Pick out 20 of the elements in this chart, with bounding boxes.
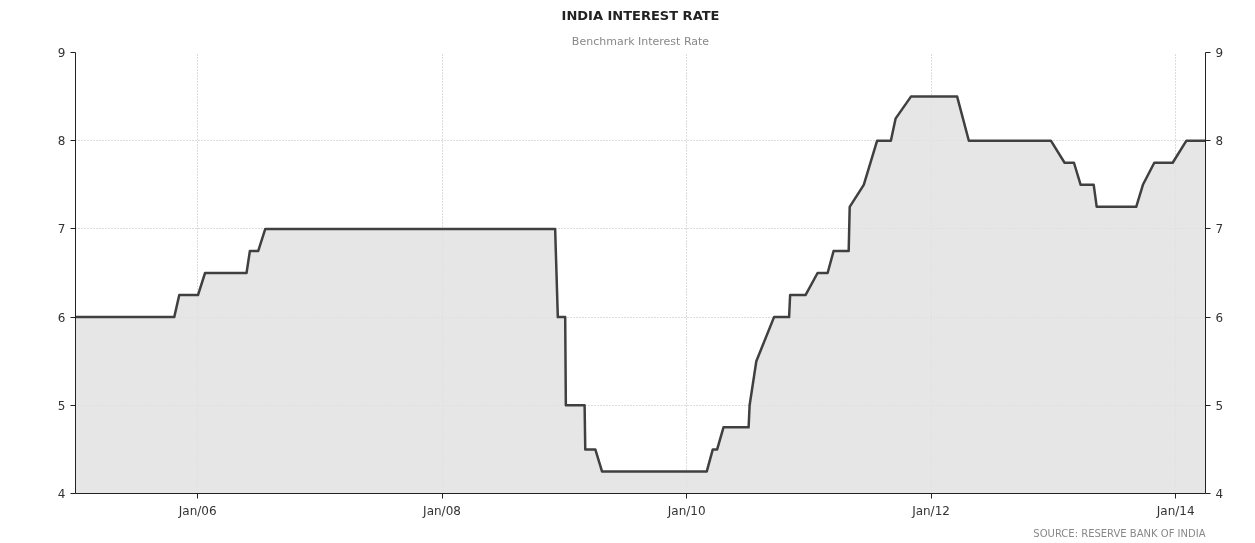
x-tick-label: Jan/10 bbox=[666, 503, 706, 518]
x-tick-label: Jan/14 bbox=[1155, 503, 1195, 518]
x-tick-label: Jan/06 bbox=[177, 503, 217, 518]
chart-subtitle: Benchmark Interest Rate bbox=[571, 34, 710, 48]
x-tick-label: Jan/08 bbox=[422, 503, 461, 518]
y-tick-label: 7 bbox=[57, 222, 66, 237]
source-note: SOURCE: RESERVE BANK OF INDIA bbox=[1033, 527, 1206, 539]
y2-tick-label: 8 bbox=[1215, 134, 1224, 149]
y2-tick-label: 6 bbox=[1215, 310, 1224, 325]
y-tick-label: 9 bbox=[57, 46, 66, 60]
chart-title: INDIA INTEREST RATE bbox=[561, 7, 720, 23]
y2-tick-label: 7 bbox=[1215, 222, 1224, 237]
x-tick-label: Jan/12 bbox=[911, 503, 950, 518]
y-tick-label: 8 bbox=[57, 134, 66, 149]
y2-tick-label: 4 bbox=[1215, 487, 1224, 501]
y-tick-label: 4 bbox=[57, 487, 66, 501]
y-tick-label: 5 bbox=[57, 398, 66, 413]
y-tick-label: 6 bbox=[57, 310, 66, 325]
y2-tick-label: 5 bbox=[1215, 398, 1224, 413]
y2-tick-label: 9 bbox=[1215, 46, 1224, 60]
